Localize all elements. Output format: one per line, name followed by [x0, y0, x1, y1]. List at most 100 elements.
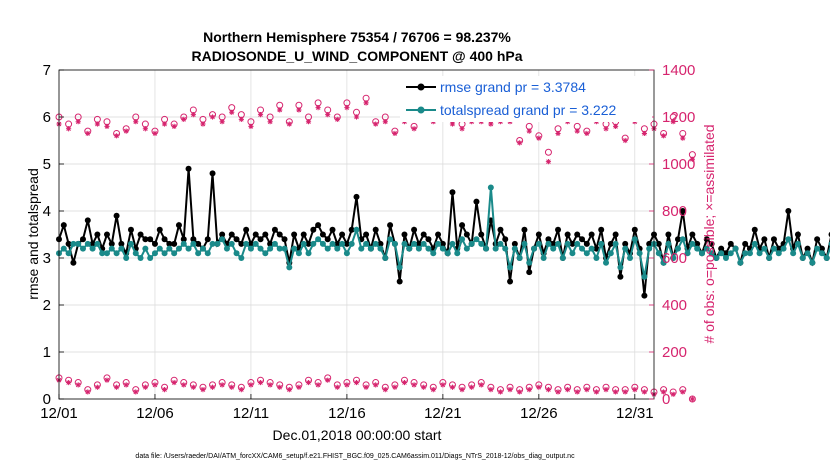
obs-assimilated-marker — [277, 107, 283, 113]
totalspread-point — [569, 250, 576, 257]
totalspread-point — [103, 250, 110, 257]
rmse-point — [411, 226, 418, 233]
obs-assimilated-marker — [267, 119, 273, 125]
y-tick-label-right: 200 — [662, 344, 687, 361]
x-tick-label: 12/16 — [328, 405, 366, 422]
obs-assimilated-marker — [286, 121, 292, 127]
totalspread-point — [468, 240, 475, 247]
totalspread-point — [492, 245, 499, 252]
obs-assimilated-marker — [277, 384, 283, 390]
obs-assimilated-marker — [392, 130, 398, 137]
obs-assimilated-marker — [248, 123, 254, 129]
obs-assimilated-marker — [152, 382, 158, 388]
obs-assimilated-marker — [641, 389, 648, 395]
obs-assimilated-marker — [603, 126, 609, 132]
rmse-point — [171, 240, 178, 247]
totalspread-point — [459, 236, 466, 243]
totalspread-point — [540, 255, 547, 261]
rmse-point — [233, 236, 240, 243]
rmse-point — [770, 236, 777, 243]
obs-assimilated-marker — [171, 123, 177, 129]
totalspread-point — [641, 273, 648, 280]
totalspread-point — [785, 236, 792, 243]
obs-assimilated-marker — [94, 384, 100, 390]
rmse-point — [310, 226, 317, 233]
obs-assimilated-marker — [670, 391, 676, 397]
totalspread-point — [65, 250, 72, 257]
totalspread-point — [132, 250, 139, 257]
obs-assimilated-marker — [478, 382, 484, 388]
totalspread-point — [698, 250, 705, 257]
obs-assimilated-marker — [632, 387, 638, 393]
rmse-point — [142, 236, 149, 243]
totalspread-point — [219, 236, 226, 243]
rmse-point — [262, 231, 269, 238]
totalspread-point — [238, 255, 245, 261]
rmse-point — [89, 240, 96, 247]
totalspread-point — [396, 264, 403, 271]
totalspread-point — [612, 240, 619, 247]
totalspread-point — [521, 240, 528, 247]
y-tick-label-right: 800 — [662, 203, 687, 220]
legend-spread-marker — [417, 106, 425, 114]
data-file-footer: data file: /Users/raeder/DAI/ATM_forcXX/… — [135, 453, 575, 460]
totalspread-point — [420, 240, 427, 247]
x-tick-label: 12/31 — [616, 405, 654, 422]
totalspread-point — [276, 245, 283, 252]
totalspread-point — [353, 226, 360, 233]
totalspread-point — [526, 259, 533, 266]
totalspread-point — [329, 240, 336, 247]
y-tick-label-left: 2 — [43, 297, 51, 314]
obs-count-markers — [55, 94, 696, 403]
rmse-point — [655, 240, 662, 247]
obs-assimilated-marker — [536, 135, 542, 141]
y-tick-label-left: 3 — [43, 250, 51, 267]
totalspread-point — [415, 245, 422, 252]
rmse-point — [555, 226, 562, 233]
obs-assimilated-marker — [181, 116, 187, 122]
totalspread-point — [487, 184, 494, 191]
obs-assimilated-marker — [363, 384, 369, 390]
rmse-point — [396, 278, 403, 285]
totalspread-point — [108, 245, 115, 252]
rmse-point — [339, 231, 346, 238]
rmse-point — [674, 236, 681, 243]
obs-assimilated-marker — [555, 389, 561, 395]
metric-lines — [56, 165, 830, 299]
obs-assimilated-marker — [161, 387, 168, 393]
totalspread-point — [271, 240, 278, 247]
obs-assimilated-marker — [613, 123, 619, 129]
rmse-point — [564, 231, 571, 238]
rmse-point — [267, 240, 274, 247]
rmse-point — [689, 231, 696, 238]
totalspread-point — [209, 240, 216, 247]
rmse-point — [463, 231, 470, 238]
obs-assimilated-marker — [353, 114, 360, 120]
totalspread-point — [473, 236, 480, 243]
obs-assimilated-marker — [325, 377, 331, 383]
legend-box — [400, 76, 652, 122]
totalspread-point — [646, 245, 653, 252]
obs-assimilated-marker — [123, 128, 129, 134]
totalspread-point — [746, 250, 753, 257]
totalspread-point — [756, 250, 763, 257]
totalspread-point — [814, 245, 821, 252]
obs-assimilated-marker — [200, 387, 206, 393]
rmse-point — [617, 273, 624, 280]
totalspread-point — [444, 250, 451, 257]
totalspread-point — [660, 259, 667, 266]
totalspread-point — [204, 250, 211, 257]
obs-assimilated-marker — [200, 121, 206, 127]
obs-assimilated-marker — [382, 387, 388, 393]
totalspread-point — [142, 245, 149, 252]
rmse-point — [814, 236, 821, 243]
rmse-point — [180, 236, 187, 243]
rmse-point — [372, 226, 379, 233]
rmse-point — [84, 217, 91, 224]
x-tick-label: 12/26 — [520, 405, 558, 422]
rmse-point — [502, 236, 509, 243]
totalspread-point — [84, 240, 91, 247]
totalspread-point — [790, 250, 797, 257]
obs-assimilated-marker — [680, 389, 686, 395]
totalspread-point — [339, 240, 346, 247]
